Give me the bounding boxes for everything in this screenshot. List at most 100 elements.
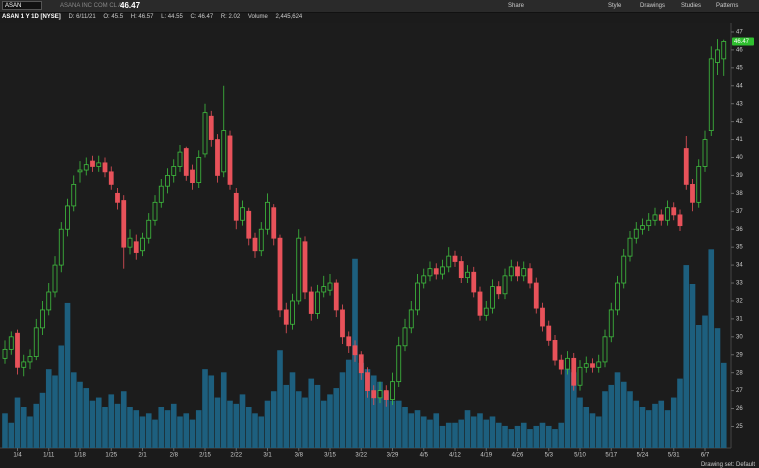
candle-body (696, 166, 702, 203)
share-button[interactable]: Share (508, 3, 525, 9)
candle-body (246, 210, 252, 239)
volume-bar (645, 410, 652, 448)
volume-bar (77, 381, 83, 448)
candle-body (646, 219, 652, 227)
volume-bar (327, 394, 333, 448)
volume-bar (127, 407, 133, 448)
volume-bar (345, 359, 352, 448)
candle-body (115, 192, 120, 203)
candle-body (377, 390, 383, 399)
volume-bar (470, 416, 477, 448)
candle-body (58, 228, 64, 266)
volume-bar (8, 422, 15, 448)
y-tick-label: 26 (736, 406, 743, 412)
y-tick-label: 40 (736, 155, 743, 161)
candle-body (440, 266, 445, 275)
volume-bar (283, 384, 290, 448)
candle-body (315, 291, 320, 314)
volume-bar (408, 413, 415, 448)
candle-body (365, 372, 370, 392)
volume-bar (14, 397, 21, 448)
candle-body (527, 268, 533, 284)
candle-body (33, 327, 39, 357)
candle-body (177, 151, 183, 167)
candle-body (690, 183, 695, 203)
volume-bar (602, 391, 608, 448)
volume-bar (627, 391, 633, 448)
volume-bar (445, 422, 452, 448)
x-tick-label: 3/1 (263, 453, 272, 459)
volume-bar (664, 410, 671, 448)
volume-bar (639, 407, 646, 448)
candle-body (27, 356, 33, 363)
candle-body (558, 359, 564, 370)
candle-body (333, 282, 339, 311)
x-tick-label: 4/5 (420, 453, 429, 459)
style-button[interactable]: Style (608, 3, 622, 9)
chart-header: ASAN 1 Y 1D [NYSE] D: 6/11/21 O: 45.5 H:… (0, 13, 730, 22)
candle-body (608, 309, 614, 338)
volume-bar (458, 419, 465, 448)
candle-body (471, 271, 477, 293)
candle-body (658, 214, 664, 221)
volume-bar (383, 391, 390, 448)
volume-bar (64, 302, 71, 448)
volume-bar (139, 416, 146, 448)
last-price: 46.47 (120, 1, 141, 10)
y-tick-label: 27 (736, 388, 743, 394)
candle-body (590, 363, 595, 368)
studies-button[interactable]: Studies (681, 3, 702, 9)
x-tick-label: 4/19 (480, 453, 492, 459)
y-tick-label: 45 (736, 65, 743, 71)
high: H: 46.57 (130, 14, 154, 20)
volume-bar (295, 391, 302, 448)
candle-body (146, 219, 152, 239)
volume-bar (683, 265, 690, 448)
candle-body (202, 112, 208, 155)
candle-body (627, 237, 633, 257)
volume-bar (233, 403, 240, 448)
candle-body (390, 381, 395, 400)
y-tick-label: 36 (736, 227, 743, 233)
candle-body (477, 291, 483, 316)
candle-body (158, 185, 164, 203)
candle-body (427, 268, 433, 277)
volume-bar (414, 410, 421, 448)
candle-body (233, 192, 239, 221)
volume-bar (239, 394, 246, 448)
x-tick-label: 1/4 (13, 453, 22, 459)
volume-bar (339, 372, 346, 448)
patterns-button[interactable]: Patterns (716, 3, 739, 9)
volume-bar (489, 416, 496, 448)
candle-body (415, 282, 420, 311)
candle-body (90, 160, 95, 167)
candle-body (458, 261, 464, 279)
candle-body (196, 157, 202, 183)
volume-bar (533, 425, 540, 448)
volume-bar (214, 397, 221, 448)
volume-bar (583, 407, 590, 448)
candle-body (346, 336, 352, 347)
candle-body (421, 275, 427, 284)
candle-body (221, 130, 227, 173)
candle-body (671, 207, 677, 216)
range: R: 2.02 (220, 14, 241, 20)
volume-bar (202, 369, 208, 448)
volume-bar (220, 372, 227, 448)
candle-body (383, 390, 389, 400)
volume-bar (477, 413, 483, 448)
drawings-button[interactable]: Drawings (640, 3, 666, 9)
volume-bar (164, 410, 171, 448)
volume-bar (245, 407, 252, 448)
volume-bar (595, 416, 602, 448)
x-tick-label: 2/22 (230, 453, 242, 459)
y-tick-label: 31 (736, 316, 743, 322)
candle-body (283, 309, 289, 325)
y-tick-label: 47 (736, 30, 743, 36)
volume-bar (670, 397, 677, 448)
volume-bar (689, 284, 696, 448)
volume-bar (183, 413, 190, 448)
volume-bar (358, 362, 365, 448)
symbol-input[interactable]: ASAN (2, 1, 42, 10)
